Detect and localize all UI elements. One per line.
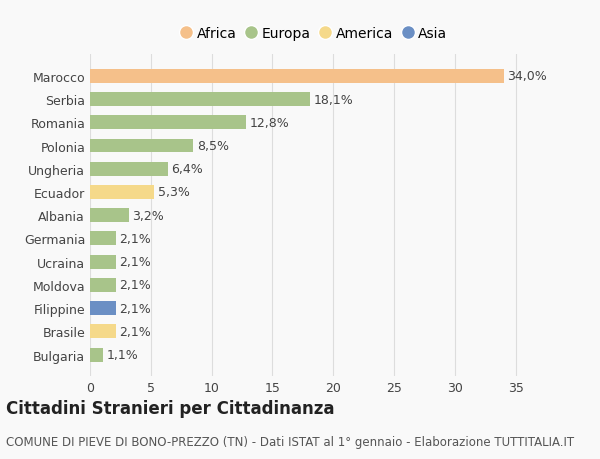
Text: 12,8%: 12,8%: [250, 117, 289, 129]
Bar: [90, 162, 168, 176]
Text: 1,1%: 1,1%: [107, 348, 139, 361]
Text: 2,1%: 2,1%: [119, 279, 151, 292]
Bar: [90, 139, 193, 153]
Text: 18,1%: 18,1%: [314, 93, 353, 106]
Text: 6,4%: 6,4%: [172, 163, 203, 176]
Text: 2,1%: 2,1%: [119, 302, 151, 315]
Bar: [90, 70, 503, 84]
Bar: [90, 278, 116, 292]
Bar: [90, 209, 129, 223]
Bar: [90, 116, 245, 130]
Bar: [90, 325, 116, 339]
Text: 34,0%: 34,0%: [507, 70, 547, 83]
Text: 8,5%: 8,5%: [197, 140, 229, 153]
Bar: [90, 232, 116, 246]
Text: 2,1%: 2,1%: [119, 232, 151, 246]
Text: 3,2%: 3,2%: [133, 209, 164, 222]
Bar: [90, 185, 154, 200]
Text: 5,3%: 5,3%: [158, 186, 190, 199]
Bar: [90, 348, 103, 362]
Legend: Africa, Europa, America, Asia: Africa, Europa, America, Asia: [176, 20, 454, 48]
Bar: [90, 302, 116, 315]
Text: 2,1%: 2,1%: [119, 256, 151, 269]
Text: COMUNE DI PIEVE DI BONO-PREZZO (TN) - Dati ISTAT al 1° gennaio - Elaborazione TU: COMUNE DI PIEVE DI BONO-PREZZO (TN) - Da…: [6, 435, 574, 448]
Text: 2,1%: 2,1%: [119, 325, 151, 338]
Bar: [90, 93, 310, 107]
Text: Cittadini Stranieri per Cittadinanza: Cittadini Stranieri per Cittadinanza: [6, 399, 335, 417]
Bar: [90, 255, 116, 269]
